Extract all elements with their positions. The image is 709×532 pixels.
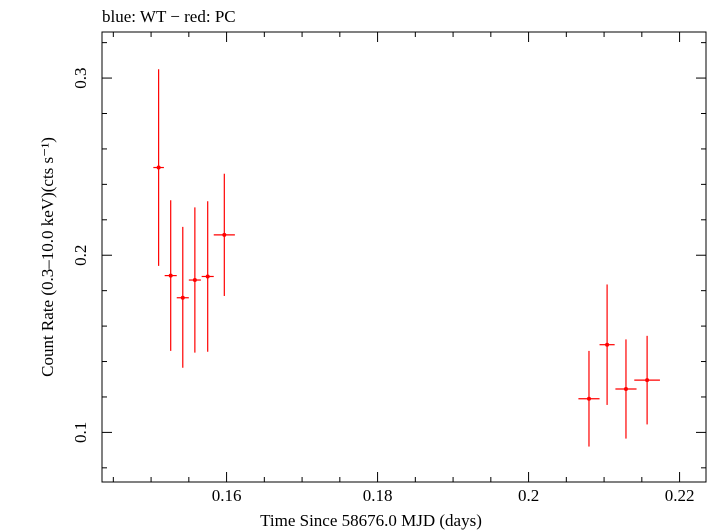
x-tick-label: 0.18: [363, 486, 393, 505]
data-point: [176, 226, 189, 368]
x-tick-label: 0.2: [518, 486, 539, 505]
data-points: [153, 69, 660, 447]
y-tick-label: 0.2: [71, 245, 90, 266]
point-marker: [605, 342, 610, 347]
data-point: [188, 207, 201, 353]
point-marker: [168, 273, 173, 278]
chart-title: blue: WT − red: PC: [102, 7, 236, 26]
data-point: [153, 69, 164, 266]
point-marker: [623, 386, 628, 391]
point-marker: [205, 274, 210, 279]
point-marker: [180, 295, 185, 300]
point-marker: [645, 378, 650, 383]
data-point: [578, 350, 600, 447]
data-point: [615, 339, 637, 439]
plot-frame: [101, 31, 707, 483]
x-tick-label: 0.22: [665, 486, 695, 505]
axis-ticks: 0.16 0.18 0.2 0.22 0.1 0.2 0.3: [71, 32, 706, 505]
y-tick-label: 0.1: [71, 422, 90, 443]
x-axis-label: Time Since 58676.0 MJD (days): [260, 511, 482, 530]
point-marker: [586, 396, 591, 401]
data-point: [634, 335, 660, 425]
y-tick-label: 0.3: [71, 67, 90, 88]
data-point: [599, 284, 615, 405]
point-marker: [222, 232, 227, 237]
x-tick-label: 0.16: [212, 486, 242, 505]
point-marker: [156, 165, 161, 170]
point-marker: [192, 278, 197, 283]
data-point: [201, 201, 214, 352]
data-point: [213, 173, 235, 296]
data-point: [164, 200, 177, 351]
y-axis-label: Count Rate (0.3–10.0 keV)(cts s⁻¹): [38, 137, 57, 377]
